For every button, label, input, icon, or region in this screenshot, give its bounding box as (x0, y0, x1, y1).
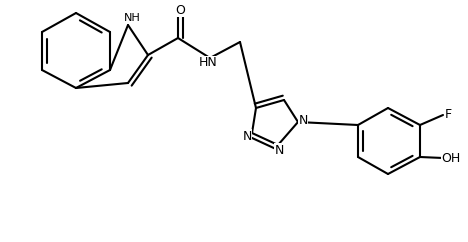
Text: HN: HN (198, 56, 217, 69)
Text: O: O (175, 3, 185, 16)
Text: NH: NH (124, 13, 140, 23)
Text: N: N (274, 144, 284, 157)
Text: N: N (242, 129, 252, 143)
Text: N: N (298, 113, 307, 127)
Text: F: F (445, 108, 452, 121)
Text: OH: OH (441, 151, 461, 165)
